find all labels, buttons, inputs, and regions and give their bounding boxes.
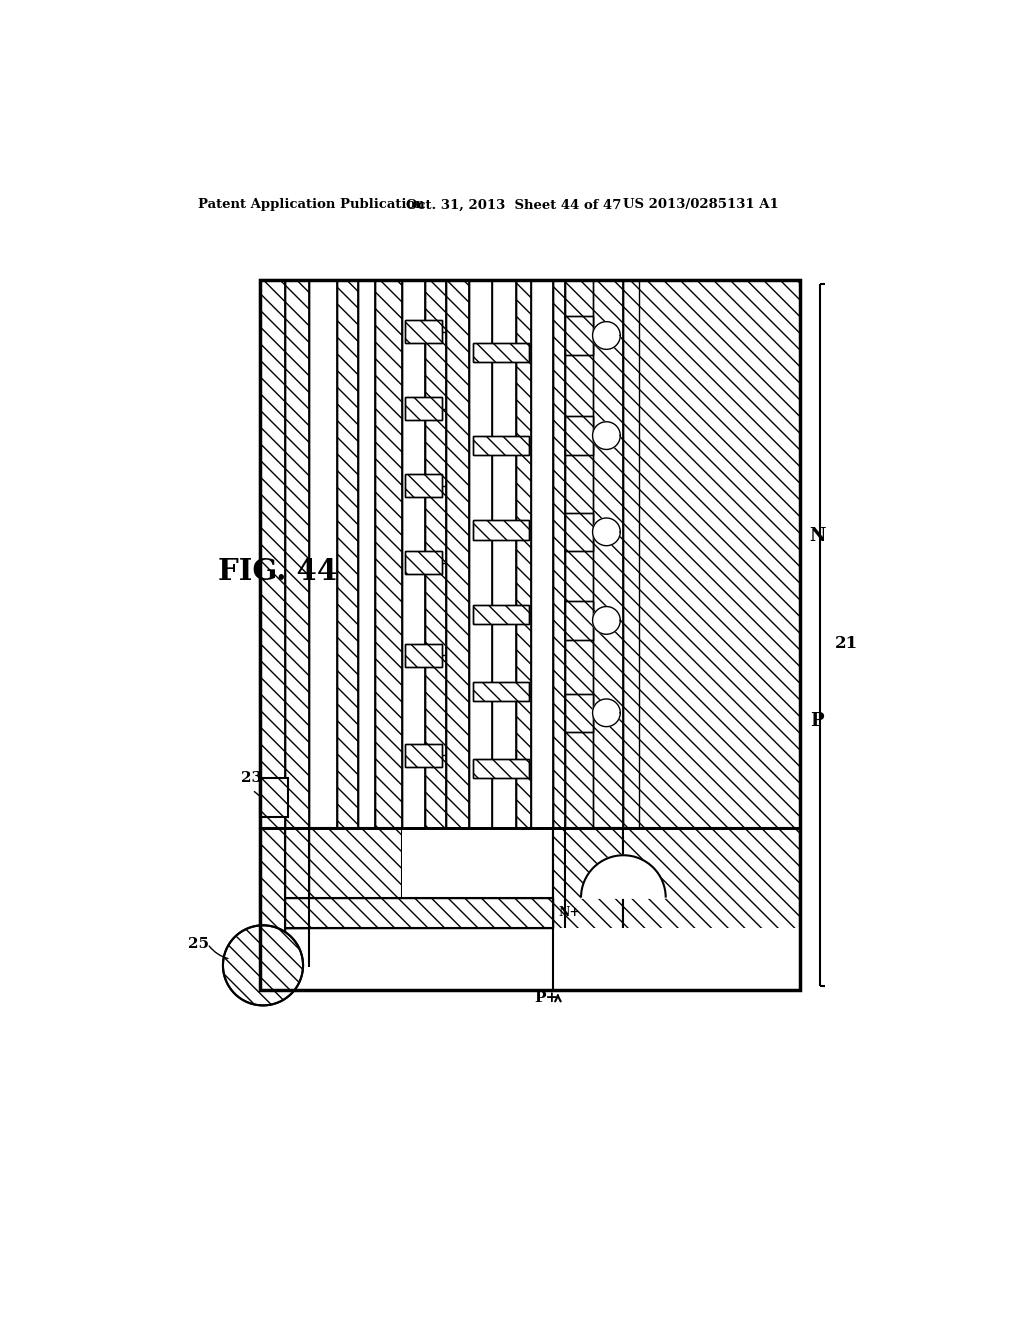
Polygon shape <box>593 322 621 350</box>
Polygon shape <box>581 855 666 898</box>
Bar <box>260 280 801 829</box>
Bar <box>376 280 401 829</box>
Bar <box>406 397 442 420</box>
Bar <box>406 474 442 498</box>
Bar <box>531 280 553 829</box>
Bar <box>565 317 593 355</box>
Polygon shape <box>593 700 621 726</box>
Text: Patent Application Publication: Patent Application Publication <box>199 198 425 211</box>
Bar <box>565 693 593 733</box>
Text: 27: 27 <box>250 985 271 998</box>
Bar <box>565 601 593 640</box>
Bar <box>260 829 285 990</box>
Text: 21: 21 <box>836 635 858 652</box>
Bar <box>406 743 442 767</box>
Bar <box>285 898 553 928</box>
Text: P: P <box>810 711 823 730</box>
Bar <box>285 829 401 960</box>
Bar <box>624 280 801 829</box>
Bar <box>406 552 442 574</box>
Text: US 2013/0285131 A1: US 2013/0285131 A1 <box>624 198 779 211</box>
Text: P+: P+ <box>535 991 558 1005</box>
Bar <box>473 520 529 540</box>
Bar <box>406 644 442 667</box>
Bar <box>493 280 515 829</box>
Bar <box>260 280 801 990</box>
Circle shape <box>223 925 303 1006</box>
Polygon shape <box>593 607 621 634</box>
Bar <box>358 280 376 829</box>
Bar <box>553 829 624 990</box>
Bar <box>473 343 529 363</box>
Bar <box>515 280 531 829</box>
Text: 23: 23 <box>241 771 262 785</box>
Bar <box>473 759 529 779</box>
Text: FIG. 44: FIG. 44 <box>217 557 337 586</box>
Bar <box>446 280 469 829</box>
Bar <box>401 829 553 898</box>
Bar <box>565 416 593 455</box>
Polygon shape <box>593 422 621 449</box>
Bar <box>337 280 358 829</box>
Bar <box>260 928 801 990</box>
Bar <box>260 280 801 829</box>
Bar <box>425 280 446 829</box>
Text: Oct. 31, 2013  Sheet 44 of 47: Oct. 31, 2013 Sheet 44 of 47 <box>407 198 622 211</box>
Bar <box>285 829 309 928</box>
Text: N+: N+ <box>559 907 581 920</box>
Text: N: N <box>810 527 826 545</box>
Bar <box>406 321 442 343</box>
Bar <box>469 280 493 829</box>
Bar <box>473 605 529 624</box>
Polygon shape <box>593 517 621 545</box>
Bar <box>260 779 289 817</box>
Bar <box>309 280 337 829</box>
Bar <box>624 829 801 990</box>
Polygon shape <box>223 925 303 1006</box>
Bar <box>565 512 593 552</box>
Bar <box>260 280 285 829</box>
Bar <box>473 436 529 455</box>
Bar <box>260 829 285 990</box>
Bar <box>473 682 529 701</box>
Text: 25: 25 <box>188 937 209 950</box>
Bar <box>553 280 565 829</box>
Bar <box>401 280 425 829</box>
Bar <box>565 280 593 829</box>
Bar <box>285 280 309 829</box>
